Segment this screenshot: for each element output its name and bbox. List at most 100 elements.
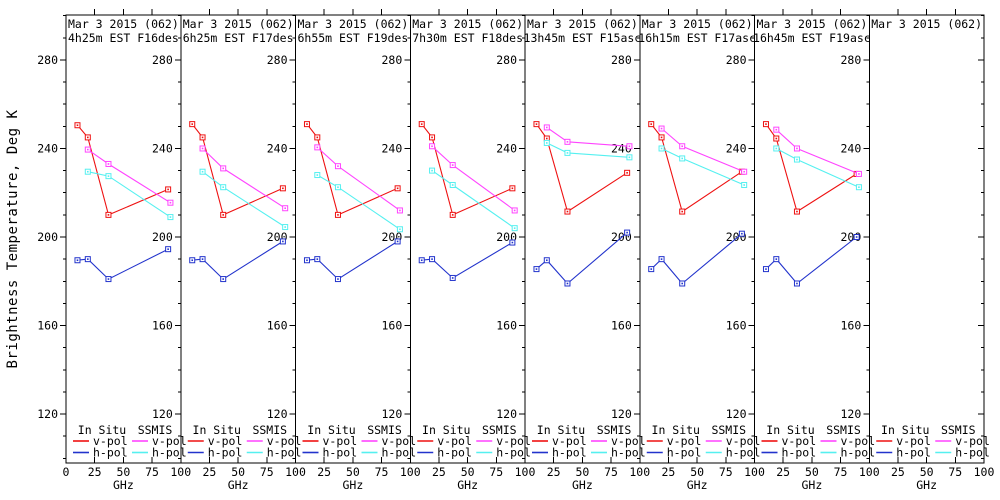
marker-dot-insitu_v bbox=[566, 210, 569, 213]
marker-dot-insitu_h bbox=[765, 268, 767, 270]
y-tick-label: 240 bbox=[496, 141, 517, 155]
legend-header: SSMIS bbox=[941, 423, 976, 437]
x-tick-label: 100 bbox=[859, 465, 880, 479]
marker-dot-insitu_v bbox=[396, 187, 399, 190]
marker-dot-insitu_v bbox=[660, 136, 663, 139]
y-tick-label: 160 bbox=[37, 319, 58, 333]
legend-label-ssmis_v: v-pol bbox=[152, 434, 187, 448]
panel-title: Mar 3 2015 (062) bbox=[756, 17, 867, 31]
legend-label-ssmis_h: h-pol bbox=[152, 446, 187, 460]
marker-dot-insitu_h bbox=[201, 258, 204, 260]
legend-header: SSMIS bbox=[597, 423, 632, 437]
legend-label-ssmis_v: v-pol bbox=[611, 434, 646, 448]
marker-dot-ssmis_h bbox=[431, 169, 433, 172]
marker-dot-insitu_h bbox=[650, 268, 653, 270]
legend-header: SSMIS bbox=[252, 423, 287, 437]
x-tick-label: 100 bbox=[515, 465, 536, 479]
y-tick-label: 160 bbox=[267, 319, 288, 333]
series-line-ssmis_h bbox=[431, 170, 516, 229]
marker-dot-ssmis_v bbox=[316, 146, 319, 149]
marker-dot-insitu_v bbox=[337, 214, 339, 216]
y-tick-label: 280 bbox=[726, 53, 747, 67]
y-tick-label: 280 bbox=[37, 53, 58, 67]
marker-dot-insitu_v bbox=[431, 136, 433, 139]
x-axis-title: GHz bbox=[342, 478, 363, 492]
marker-dot-insitu_h bbox=[546, 259, 548, 262]
marker-dot-ssmis_h bbox=[316, 174, 319, 176]
series-line-insitu_h bbox=[650, 233, 743, 285]
y-tick-label: 240 bbox=[840, 141, 861, 155]
y-tick-label: 120 bbox=[726, 407, 747, 421]
y-tick-label: 200 bbox=[840, 230, 861, 244]
panel-title: Mar 3 2015 (062) bbox=[871, 17, 982, 31]
legend-label-insitu_h: h-pol bbox=[552, 446, 587, 460]
marker-dot-insitu_h bbox=[451, 277, 454, 279]
marker-dot-insitu_h bbox=[107, 278, 110, 280]
marker-dot-ssmis_h bbox=[628, 156, 631, 159]
marker-dot-ssmis_h bbox=[513, 227, 516, 229]
y-tick-label: 240 bbox=[381, 141, 402, 155]
marker-dot-ssmis_v bbox=[858, 173, 860, 175]
marker-dot-ssmis_v bbox=[431, 145, 433, 148]
marker-dot-insitu_v bbox=[201, 136, 204, 139]
x-tick-label: 100 bbox=[629, 465, 650, 479]
legend-label-insitu_v: v-pol bbox=[323, 434, 358, 448]
marker-dot-ssmis_h bbox=[284, 226, 286, 228]
marker-dot-ssmis_h bbox=[858, 186, 860, 189]
marker-dot-ssmis_h bbox=[775, 147, 778, 150]
legend-label-insitu_v: v-pol bbox=[782, 434, 817, 448]
marker-dot-insitu_v bbox=[87, 136, 89, 139]
y-tick-label: 160 bbox=[726, 319, 747, 333]
marker-dot-ssmis_v bbox=[222, 167, 225, 170]
marker-dot-ssmis_h bbox=[201, 170, 204, 173]
legend-label-insitu_v: v-pol bbox=[896, 434, 931, 448]
series-line-insitu_h bbox=[306, 240, 398, 280]
marker-dot-ssmis_h bbox=[87, 170, 89, 173]
x-axis-title: GHz bbox=[572, 478, 593, 492]
marker-dot-ssmis_v bbox=[743, 170, 745, 173]
series-line-ssmis_v bbox=[431, 145, 516, 211]
x-tick-label: 25 bbox=[203, 465, 217, 479]
series-line-insitu_h bbox=[421, 242, 513, 279]
legend-label-insitu_h: h-pol bbox=[323, 446, 358, 460]
legend-header: In Situ bbox=[78, 423, 126, 437]
legend-label-ssmis_h: h-pol bbox=[267, 446, 302, 460]
marker-dot-insitu_h bbox=[222, 278, 225, 280]
marker-dot-insitu_h bbox=[775, 258, 778, 260]
marker-dot-insitu_h bbox=[796, 282, 798, 285]
marker-dot-ssmis_v bbox=[566, 141, 569, 143]
marker-dot-insitu_v bbox=[535, 123, 538, 125]
series-line-insitu_v bbox=[536, 123, 628, 213]
x-tick-label: 0 bbox=[63, 465, 70, 479]
marker-dot-insitu_h bbox=[306, 259, 308, 262]
marker-dot-ssmis_v bbox=[660, 127, 663, 130]
marker-dot-insitu_h bbox=[167, 248, 169, 250]
x-tick-label: 25 bbox=[432, 465, 446, 479]
marker-dot-insitu_v bbox=[191, 123, 194, 125]
legend-label-insitu_h: h-pol bbox=[93, 446, 128, 460]
marker-dot-insitu_h bbox=[626, 231, 628, 234]
marker-dot-ssmis_v bbox=[775, 128, 778, 131]
legend-label-ssmis_v: v-pol bbox=[726, 434, 761, 448]
x-tick-label: 50 bbox=[805, 465, 819, 479]
y-tick-label: 200 bbox=[152, 230, 173, 244]
marker-dot-insitu_v bbox=[796, 210, 798, 213]
marker-dot-ssmis_h bbox=[566, 152, 569, 154]
x-tick-label: 75 bbox=[260, 465, 274, 479]
legend-label-insitu_h: h-pol bbox=[667, 446, 702, 460]
marker-dot-insitu_v bbox=[775, 137, 778, 140]
marker-dot-ssmis_h bbox=[660, 147, 663, 150]
marker-dot-ssmis_v bbox=[399, 209, 401, 212]
marker-dot-ssmis_h bbox=[546, 142, 548, 144]
legend-header: In Situ bbox=[652, 423, 700, 437]
legend-header: SSMIS bbox=[367, 423, 402, 437]
marker-dot-ssmis_h bbox=[169, 216, 172, 218]
x-tick-label: 50 bbox=[231, 465, 245, 479]
series-line-insitu_v bbox=[191, 123, 284, 216]
legend-label-insitu_h: h-pol bbox=[896, 446, 931, 460]
series-line-insitu_h bbox=[192, 240, 284, 280]
x-axis-title: GHz bbox=[457, 478, 478, 492]
legend-label-insitu_h: h-pol bbox=[437, 446, 472, 460]
y-tick-label: 280 bbox=[267, 53, 288, 67]
